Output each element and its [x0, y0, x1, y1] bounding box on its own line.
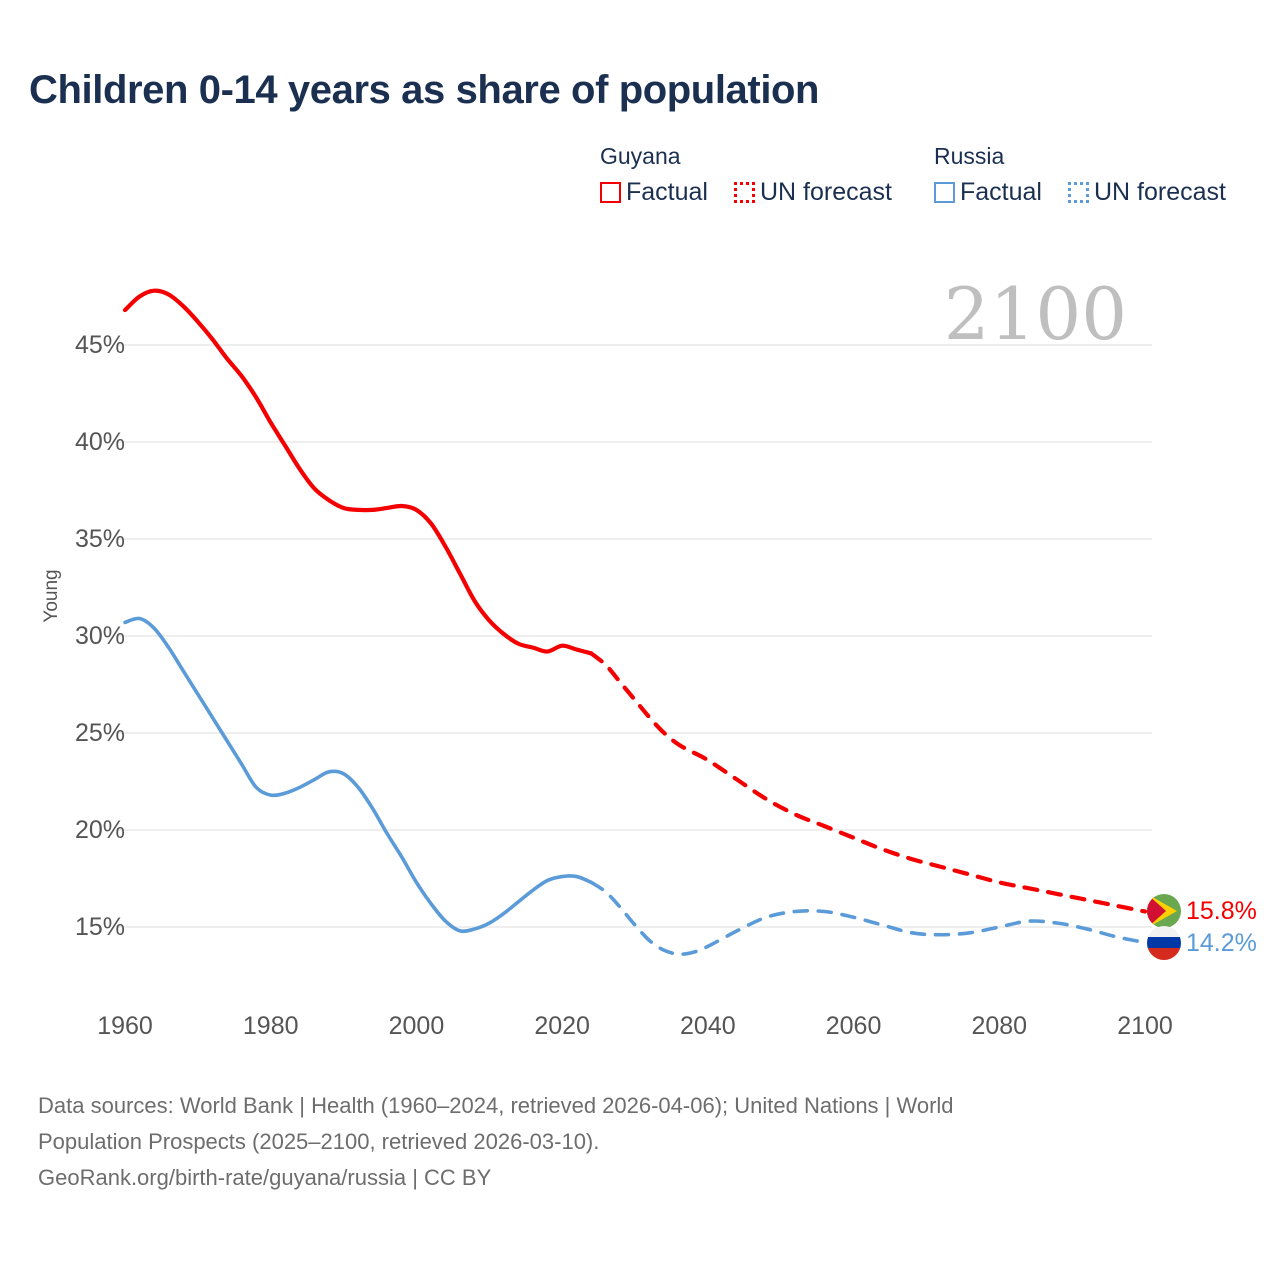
series-line [589, 880, 1147, 957]
page-title: Children 0-14 years as share of populati… [29, 68, 820, 112]
x-axis-tick-label: 2100 [1117, 1012, 1173, 1040]
legend-label-guyana-factual: Factual [626, 178, 708, 206]
footer-line-3: GeoRank.org/birth-rate/guyana/russia | C… [38, 1165, 492, 1190]
chart-legend: Guyana Factual UN forecast Russia Factua… [600, 143, 1260, 223]
y-axis-tick-label: 15% [74, 913, 125, 941]
series-line [123, 616, 594, 934]
x-axis-tick-label: 1960 [97, 1012, 153, 1040]
legend-swatch-solid-icon [600, 182, 621, 203]
end-label-russia: 14.2% [1186, 928, 1257, 957]
legend-swatch-dotted-icon [733, 182, 755, 203]
legend-swatch-solid-icon [934, 182, 955, 203]
legend-group-guyana: Guyana Factual UN forecast [600, 143, 892, 207]
year-watermark: 2100 [943, 272, 1127, 356]
x-axis-tick-label: 2000 [388, 1012, 445, 1040]
legend-item-russia-forecast[interactable]: UN forecast [1067, 178, 1226, 207]
legend-country-russia: Russia [934, 143, 1005, 169]
x-axis-tick-label: 1980 [242, 1012, 299, 1040]
x-axis-tick-label: 2060 [825, 1012, 882, 1040]
footer-note: Data sources: World Bank | Health (1960–… [38, 1088, 1198, 1196]
end-label-guyana: 15.8% [1186, 897, 1257, 926]
legend-label-russia-forecast: UN forecast [1093, 178, 1226, 206]
footer-line-2: Population Prospects (2025–2100, retriev… [38, 1129, 600, 1154]
y-axis-tick-label: 40% [74, 428, 125, 456]
legend-label-russia-factual: Factual [960, 178, 1042, 206]
y-axis-tick-label: 35% [74, 525, 125, 553]
legend-swatch-dotted-icon [1067, 182, 1089, 203]
y-axis-tick-label: 45% [74, 331, 125, 359]
legend-item-russia-factual[interactable]: Factual [934, 178, 1042, 207]
x-axis-tick-label: 2040 [680, 1012, 736, 1040]
series-line [122, 288, 594, 656]
russia-flag-icon [1147, 925, 1181, 960]
guyana-flag-icon [1147, 894, 1181, 929]
footer-line-1: Data sources: World Bank | Health (1960–… [38, 1093, 954, 1118]
series-line [589, 651, 1148, 914]
legend-item-guyana-forecast[interactable]: UN forecast [733, 178, 892, 207]
legend-country-guyana: Guyana [600, 143, 681, 169]
legend-label-guyana-forecast: UN forecast [759, 178, 892, 206]
x-axis-tick-label: 2080 [971, 1012, 1028, 1040]
legend-item-guyana-factual[interactable]: Factual [600, 178, 708, 207]
y-axis-tick-label: 25% [74, 719, 125, 747]
y-axis-tick-label: 20% [74, 816, 125, 844]
legend-group-russia: Russia Factual UN forecast [934, 143, 1226, 207]
y-axis-tick-label: 30% [74, 622, 125, 650]
x-axis-tick-label: 2020 [534, 1012, 590, 1040]
